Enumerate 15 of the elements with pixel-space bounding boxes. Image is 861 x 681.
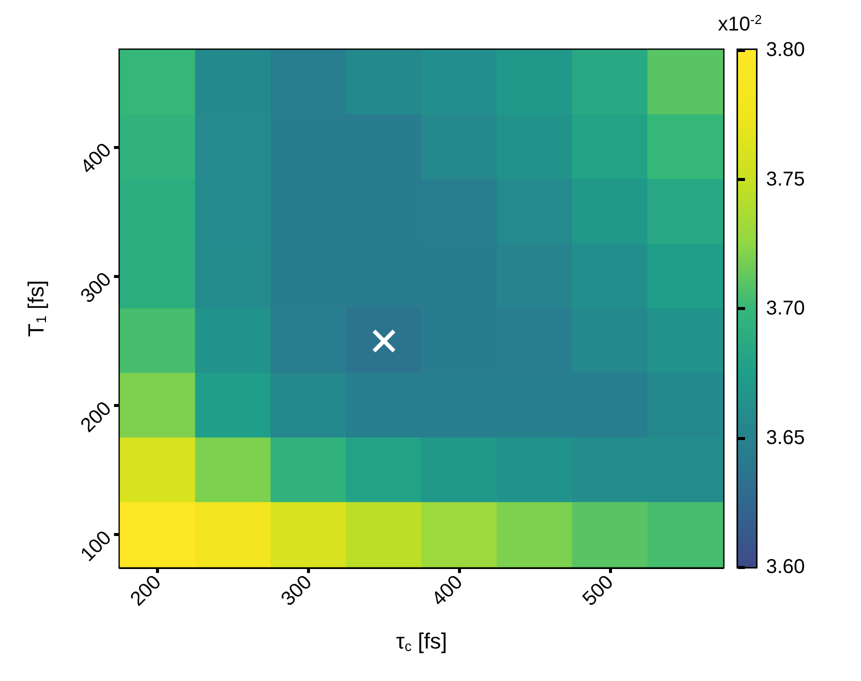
x-tick-label: 300 (277, 571, 316, 610)
y-axis-title: T1 [fs] (24, 280, 49, 337)
color-bar-label: 3.75 (766, 168, 805, 190)
color-bar-label: 3.60 (766, 556, 805, 578)
y-tick-label: 300 (76, 268, 116, 308)
color-bar-label: 3.70 (766, 298, 805, 320)
y-tick-label: 100 (76, 526, 116, 566)
color-bar-label: 3.65 (766, 426, 805, 449)
x-tick-label: 400 (428, 571, 467, 610)
color-bar-label: 3.80 (766, 39, 805, 61)
x-tick-label: 500 (578, 571, 618, 610)
x-axis-title: τc [fs] (396, 628, 448, 654)
x-tick-label: 200 (126, 571, 166, 610)
y-tick-label: 200 (76, 398, 116, 437)
y-tick-label: 400 (76, 139, 116, 178)
